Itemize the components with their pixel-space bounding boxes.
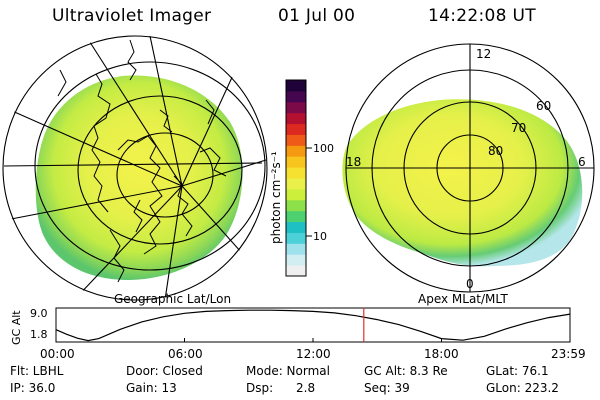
colorbar: 100 10 photon cm⁻²s⁻¹ — [269, 79, 334, 277]
colorbar-swatch — [286, 80, 306, 92]
colorbar-swatch — [286, 167, 306, 179]
instrument-title: Ultraviolet Imager — [52, 6, 212, 26]
colorbar-swatch — [286, 221, 306, 233]
colorbar-swatch — [286, 145, 306, 157]
graticule-outer-circle — [2, 35, 268, 301]
colorbar-swatch — [286, 123, 306, 135]
apex-caption: Apex MLat/MLT — [418, 292, 508, 306]
colorbar-swatch — [286, 101, 306, 114]
geographic-caption: Geographic Lat/Lon — [114, 292, 231, 306]
latitude-ring-inner — [116, 132, 214, 218]
mlat-label-70: 70 — [511, 121, 526, 135]
colorbar-swatch — [286, 178, 306, 190]
colorbar-unit-label: photon cm⁻²s⁻¹ — [269, 151, 283, 244]
latitude-ring-middle — [77, 95, 243, 245]
observation-time: 14:22:08 UT — [428, 6, 536, 26]
gc-alt-xtick-label: 12:00 — [296, 347, 331, 361]
colorbar-swatch — [286, 188, 306, 201]
gc-alt-axis-label: GC Alt — [10, 310, 23, 345]
meridian — [85, 35, 183, 187]
graticule — [2, 35, 268, 301]
geographic-map-panel: Geographic Lat/Lon — [2, 35, 268, 306]
polar-grid — [345, 43, 595, 293]
gc-alt-xtick-label: 00:00 — [40, 347, 75, 361]
colorbar-swatch — [286, 156, 306, 168]
gc-alt-ytick-label: 1.8 — [30, 328, 48, 341]
gc-alt-readout: GC Alt: 8.3 Re — [364, 364, 448, 378]
meridian — [181, 159, 267, 187]
gc-alt-xtick-label: 18:00 — [424, 347, 459, 361]
meridian — [5, 185, 183, 221]
apex-polar-panel: 12 18 6 0 60 70 80 Apex MLat/MLT — [342, 43, 595, 306]
mlt-label-6: 6 — [578, 155, 586, 169]
meridian — [9, 109, 183, 187]
colorbar-swatch — [286, 243, 306, 255]
mlt-label-12: 12 — [476, 47, 491, 61]
filter-readout: Flt: LBHL — [10, 364, 64, 378]
coastlines — [57, 39, 227, 283]
gc-alt-ytick-label: 9.0 — [30, 307, 48, 320]
colorbar-frame — [285, 79, 307, 277]
colorbar-swatch — [286, 90, 306, 103]
colorbar-swatch — [286, 210, 306, 223]
glon-readout: GLon: 223.2 — [486, 381, 559, 395]
colorbar-swatch — [286, 232, 306, 244]
dsp-label: Dsp: — [246, 381, 274, 395]
mlat-label-80: 80 — [488, 144, 503, 158]
meridian — [149, 35, 183, 187]
gc-alt-plot: GC Alt 9.0 1.8 00:00 06:00 12:00 18:00 2… — [10, 307, 586, 361]
latitude-line — [3, 162, 263, 167]
colorbar-swatch — [286, 199, 306, 212]
gc-alt-xticks — [55, 338, 571, 342]
meridian — [181, 59, 241, 187]
colorbar-tick-label: 100 — [313, 142, 334, 155]
glat-readout: GLat: 76.1 — [486, 364, 549, 378]
meridian — [164, 185, 183, 301]
colorbar-swatch — [286, 134, 306, 146]
gc-alt-xtick-label: 06:00 — [168, 347, 203, 361]
apex-auroral-oval-image — [342, 99, 583, 267]
gain-readout: Gain: 13 — [126, 381, 177, 395]
meridian — [181, 185, 251, 263]
dsp-value: 2.8 — [296, 381, 316, 395]
colorbar-swatch — [286, 112, 306, 125]
colorbar-swatch — [286, 254, 306, 266]
colorbar-swatch — [286, 265, 306, 277]
observation-date: 01 Jul 00 — [278, 6, 356, 26]
mlt-label-0: 0 — [466, 277, 474, 291]
meridian — [75, 185, 183, 299]
gc-alt-xtick-label: 23:59 — [551, 347, 586, 361]
door-readout: Door: Closed — [126, 364, 203, 378]
mlat-label-60: 60 — [536, 99, 551, 113]
ip-readout: IP: 36.0 — [10, 381, 56, 395]
sequence-readout: Seq: 39 — [364, 381, 410, 395]
colorbar-tick-label: 10 — [313, 230, 327, 243]
colorbar-swatches — [286, 80, 306, 277]
gc-alt-series-line — [55, 309, 571, 342]
mlt-label-18: 18 — [346, 155, 361, 169]
mode-readout: Mode: Normal — [246, 364, 330, 378]
